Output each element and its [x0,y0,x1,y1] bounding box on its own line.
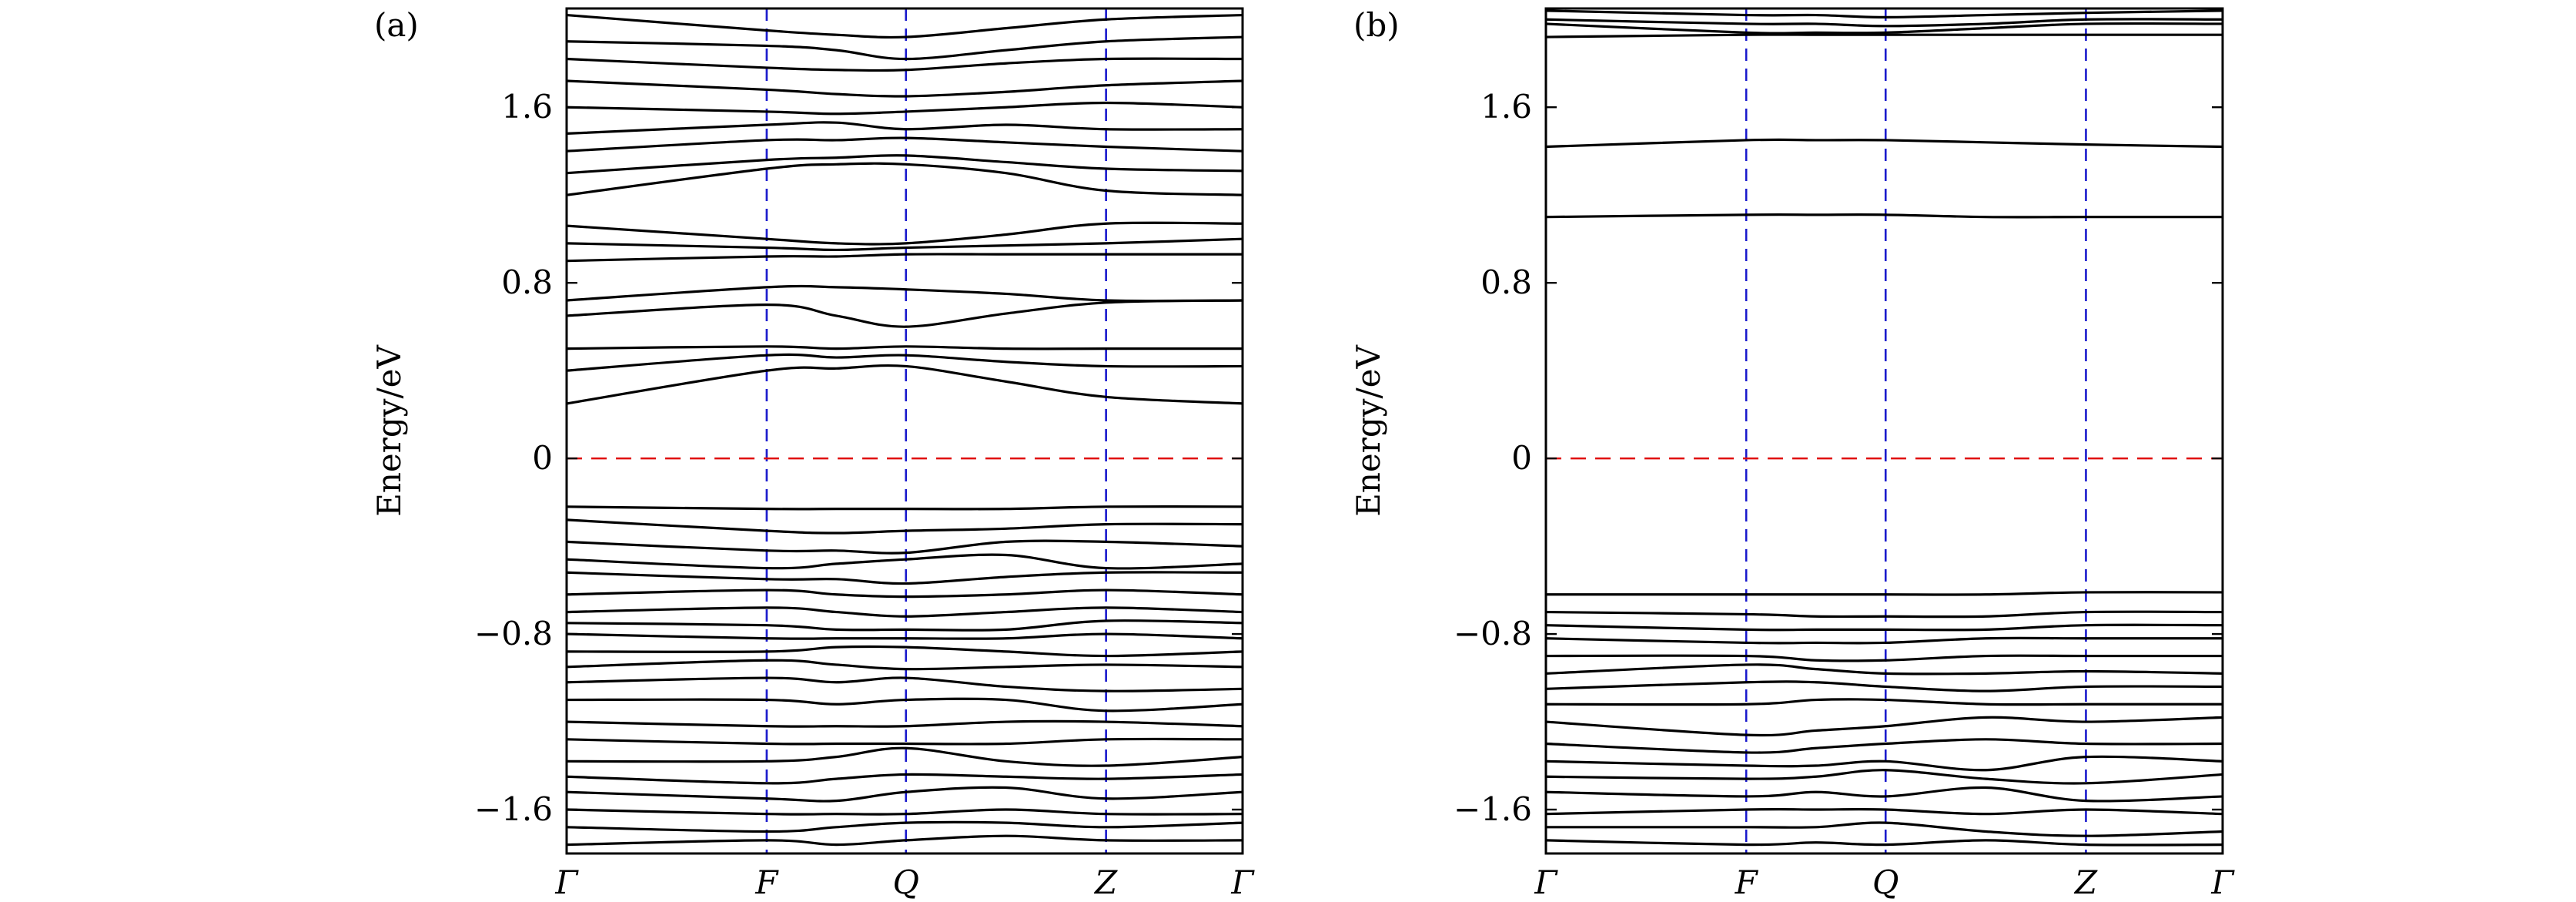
y-tick-label: 0.8 [1480,263,1532,301]
band-line [1546,755,2223,772]
y-axis-label: Energy/eV [370,345,408,517]
band-line [1546,33,2223,39]
y-tick-label: 0.8 [501,263,553,301]
y-tick-label: −0.8 [1454,615,1532,652]
band-line [567,773,1243,785]
plot-frame [1544,7,2224,855]
band-line [1546,680,2223,692]
x-tick-label: Γ [1534,863,1558,901]
y-tick-label: 0 [532,439,553,477]
band-line [567,697,1243,713]
band-line [567,13,1243,39]
band-line [567,539,1243,555]
band-line [567,571,1243,585]
band-line [567,253,1243,263]
band-line [1546,18,2223,28]
band-line [1546,591,2223,596]
y-tick-label: −1.6 [474,790,553,828]
band-line [567,588,1243,599]
band-line [567,345,1243,350]
band-line [567,364,1243,405]
band-line [567,221,1243,246]
band-line [567,808,1243,816]
x-tick-label: Γ [2210,863,2235,901]
panel-label: (a) [374,6,419,44]
band-line [1546,9,2223,18]
band-line [1546,213,2223,219]
band-line [1546,22,2223,35]
band-line [567,719,1243,728]
band-line [567,35,1243,61]
y-tick-label: 1.6 [501,88,553,126]
band-line [567,645,1243,658]
y-tick-label: −0.8 [474,615,553,652]
band-line [567,606,1243,618]
y-axis-label: Energy/eV [1350,345,1387,517]
band-line [567,353,1243,372]
x-tick-label: Q [1872,863,1899,901]
x-tick-label: F [1735,863,1759,901]
band-line [1546,738,2223,754]
band-line [567,737,1243,746]
band-line [567,121,1243,136]
band-line [1546,636,2223,645]
band-line [1546,610,2223,619]
band-line [567,659,1243,671]
band-line [1546,138,2223,149]
x-tick-label: Z [1093,863,1118,901]
band-line [567,746,1243,767]
x-tick-label: Q [893,863,919,901]
x-tick-label: Z [2073,863,2098,901]
band-line [567,237,1243,252]
band-line [1546,786,2223,803]
x-tick-label: Γ [1230,863,1255,901]
x-tick-label: F [754,863,779,901]
band-line [567,676,1243,692]
band-line [1546,623,2223,632]
y-tick-label: −1.6 [1454,790,1532,828]
band-line [567,505,1243,511]
y-tick-label: 1.6 [1480,88,1532,126]
band-line [567,57,1243,72]
x-tick-label: Γ [554,863,579,901]
band-line [1546,716,2223,737]
band-line [567,834,1243,847]
band-line [567,101,1243,116]
band-line [567,162,1243,196]
band-line [567,632,1243,640]
band-line [567,136,1243,153]
panel-label: (b) [1353,6,1400,44]
band-line [567,786,1243,803]
band-line [1546,698,2223,706]
band-line [1546,821,2223,837]
band-line [567,299,1243,328]
band-line [1546,654,2223,662]
band-line [1546,769,2223,785]
band-line [1546,807,2223,816]
band-line [567,518,1243,535]
band-line [567,619,1243,632]
plot-area [1546,8,2223,853]
band-line [567,820,1243,833]
band-line [1546,663,2223,676]
plot-frame [565,7,1244,855]
band-line [567,79,1243,98]
band-line [567,284,1243,303]
plot-area [567,8,1243,853]
band-line [567,154,1243,175]
band-line [1546,839,2223,847]
y-tick-label: 0 [1511,439,1532,477]
band-line [567,553,1243,570]
